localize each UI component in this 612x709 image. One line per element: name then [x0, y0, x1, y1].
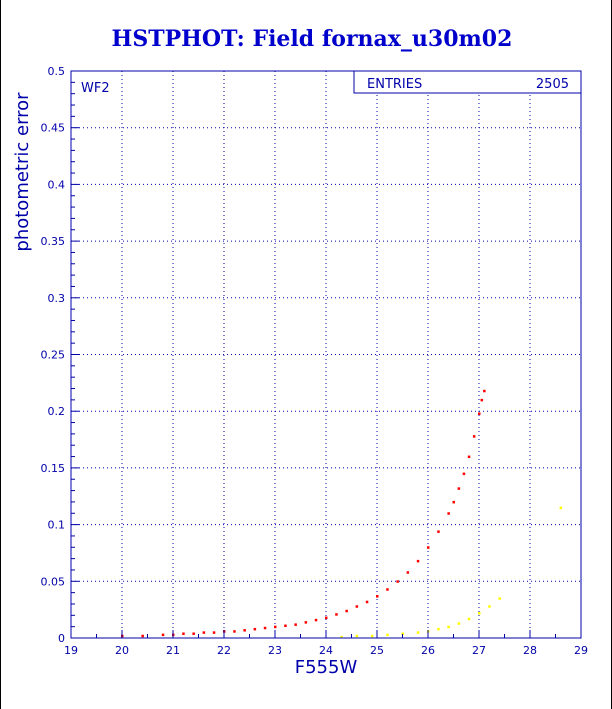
x-tick-label: 28 [523, 644, 537, 657]
y-tick-label: 0.5 [48, 65, 66, 78]
red-data-point [457, 487, 461, 490]
yellow-data-point [401, 632, 404, 635]
stats-box-frame [353, 70, 582, 94]
red-data-point [233, 630, 236, 633]
y-tick-label: 0 [58, 632, 65, 645]
red-data-point [345, 609, 348, 613]
yellow-data-point [447, 625, 450, 629]
x-tick-label: 21 [166, 644, 180, 657]
red-data-point [462, 472, 466, 476]
yellow-data-point [498, 597, 501, 600]
red-data-point [335, 613, 338, 616]
red-data-point [365, 600, 369, 604]
x-tick-label: 23 [268, 644, 282, 657]
yellow-data-point [467, 617, 471, 621]
yellow-data-point [559, 506, 563, 510]
y-tick-label: 0.15 [41, 462, 66, 475]
y-tick-label: 0.25 [41, 349, 66, 362]
red-data-point [478, 412, 481, 415]
yellow-data-point [478, 612, 481, 615]
y-tick-label: 0.45 [41, 122, 66, 135]
x-tick-label: 19 [64, 644, 78, 657]
x-tick-label: 22 [217, 644, 231, 657]
x-tick-label: 24 [319, 644, 333, 657]
x-tick-label: 27 [472, 644, 486, 657]
yellow-data-point [340, 635, 343, 639]
red-data-point [304, 621, 308, 624]
red-data-point [253, 627, 257, 631]
red-data-point [284, 624, 287, 628]
chart-title: HSTPHOT: Field fornax_u30m02 [112, 26, 513, 52]
tick-labels: 19 20 21 22 23 24 25 26 27 28 29 0 0.05 0.1 0.15 0.2 0.2… [41, 65, 589, 657]
red-data-point [355, 605, 359, 608]
stats-box: ENTRIES 2505 [353, 70, 582, 94]
y-tick-label: 0.2 [48, 405, 66, 418]
red-data-point [263, 626, 267, 630]
y-tick-label: 0.1 [48, 519, 66, 532]
red-data-point [467, 455, 471, 459]
red-data-point [406, 571, 410, 574]
y-tick-label: 0.05 [41, 575, 66, 588]
red-data-point [325, 616, 328, 620]
red-data-point [161, 633, 165, 637]
yellow-data-point [386, 633, 389, 637]
yellow-data-point [416, 631, 420, 634]
red-data-point [376, 595, 379, 598]
y-axis-title: photometric error [12, 92, 33, 252]
red-data-point [212, 631, 216, 634]
stats-box-value: 2505 [536, 77, 569, 92]
grid-lines [71, 71, 581, 638]
yellow-data-point [437, 627, 440, 631]
red-data-point [243, 629, 246, 632]
red-data-point [437, 530, 440, 533]
yellow-data-point [355, 634, 359, 638]
plot-area-border [70, 70, 582, 639]
red-data-point [192, 632, 195, 635]
red-data-point [483, 389, 486, 393]
red-data-point [314, 618, 318, 622]
red-data-point [447, 512, 450, 515]
yellow-data-point [370, 634, 374, 638]
yellow-data-point [457, 622, 461, 625]
stats-box-label: ENTRIES [367, 77, 422, 92]
red-data-point [386, 588, 389, 591]
x-tick-label: 20 [115, 644, 129, 657]
y-tick-label: 0.3 [48, 292, 66, 305]
red-data-point [480, 398, 484, 402]
panel-label: WF2 [81, 81, 110, 96]
red-data-point [416, 559, 420, 563]
y-tick-label: 0.4 [48, 178, 66, 191]
red-data-point [202, 631, 206, 634]
red-data-point [427, 546, 430, 549]
data-points [121, 389, 563, 639]
x-axis-title: F555W [295, 657, 358, 678]
red-data-point [141, 634, 144, 638]
x-tick-label: 25 [370, 644, 384, 657]
red-data-point [182, 632, 185, 635]
yellow-data-point [488, 605, 491, 608]
red-data-point [294, 623, 297, 626]
red-data-point [396, 580, 399, 583]
y-tick-label: 0.35 [41, 235, 66, 248]
red-data-point [274, 625, 277, 629]
x-tick-label: 29 [574, 644, 588, 657]
red-data-point [452, 500, 455, 504]
red-data-point [472, 435, 476, 438]
x-tick-label: 26 [421, 644, 435, 657]
